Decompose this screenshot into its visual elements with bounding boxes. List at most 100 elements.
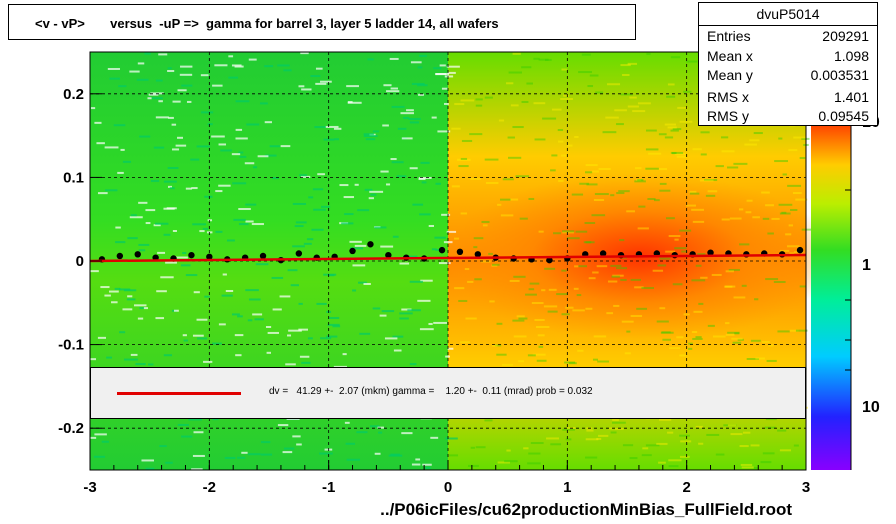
heatmap-cell bbox=[578, 265, 587, 268]
heatmap-cell bbox=[695, 425, 703, 428]
heatmap-cell bbox=[795, 329, 808, 332]
heatmap-cell bbox=[616, 267, 628, 270]
profile-point bbox=[707, 249, 714, 256]
heatmap-cell bbox=[215, 230, 223, 233]
heatmap-cell bbox=[562, 428, 575, 431]
heatmap-cell bbox=[565, 306, 574, 309]
heatmap-cell bbox=[782, 173, 787, 176]
heatmap-cell bbox=[158, 100, 163, 103]
heatmap-cell bbox=[789, 252, 795, 255]
heatmap-cell bbox=[561, 154, 567, 157]
heatmap-cell bbox=[561, 68, 568, 71]
heatmap-cell bbox=[359, 332, 371, 335]
heatmap-cell bbox=[704, 179, 718, 182]
heatmap-cell bbox=[245, 220, 254, 223]
heatmap-cell bbox=[537, 334, 545, 337]
heatmap-cell bbox=[534, 318, 545, 321]
heatmap-cell bbox=[755, 357, 765, 360]
y-tick-label: 0.2 bbox=[63, 86, 84, 103]
heatmap-cell bbox=[777, 429, 787, 432]
heatmap-cell bbox=[734, 332, 740, 335]
heatmap-cell bbox=[629, 457, 638, 460]
heatmap-cell bbox=[94, 121, 102, 124]
heatmap-cell bbox=[744, 143, 757, 146]
heatmap-cell bbox=[588, 277, 596, 280]
profile-point bbox=[188, 251, 195, 259]
heatmap-cell bbox=[443, 241, 453, 244]
heatmap-cell bbox=[591, 214, 606, 217]
heatmap-cell bbox=[204, 295, 210, 298]
heatmap-cell bbox=[602, 131, 617, 134]
heatmap-cell bbox=[153, 224, 161, 227]
heatmap-cell bbox=[679, 434, 690, 437]
heatmap-cell bbox=[787, 184, 802, 187]
heatmap-cell bbox=[627, 62, 638, 65]
heatmap-cell bbox=[155, 317, 165, 320]
heatmap-cell bbox=[688, 347, 693, 350]
heatmap-cell bbox=[538, 58, 549, 61]
heatmap-cell bbox=[521, 100, 529, 103]
heatmap-cell bbox=[264, 121, 272, 124]
stats-histogram-name: dvuP5014 bbox=[756, 6, 820, 22]
heatmap-cell bbox=[334, 138, 339, 141]
heatmap-cell bbox=[303, 242, 312, 245]
heatmap-cell bbox=[799, 285, 806, 288]
heatmap-cell bbox=[765, 418, 777, 421]
heatmap-cell bbox=[237, 456, 246, 459]
heatmap-cell bbox=[698, 442, 704, 445]
heatmap-cell bbox=[90, 358, 97, 361]
heatmap-cell bbox=[741, 284, 747, 287]
heatmap-cell bbox=[596, 265, 608, 268]
heatmap-cell bbox=[653, 199, 660, 202]
heatmap-cell bbox=[369, 425, 380, 428]
heatmap-cell bbox=[665, 217, 675, 220]
heatmap-cell bbox=[597, 360, 610, 363]
heatmap-cell bbox=[779, 449, 792, 452]
heatmap-cell bbox=[313, 208, 326, 211]
heatmap-cell bbox=[525, 293, 537, 296]
heatmap-cell bbox=[737, 338, 744, 341]
heatmap-cell bbox=[725, 333, 735, 336]
heatmap-cell bbox=[585, 241, 595, 244]
heatmap-cell bbox=[418, 93, 424, 96]
heatmap-cell bbox=[695, 336, 702, 339]
heatmap-cell bbox=[720, 136, 729, 139]
heatmap-cell bbox=[197, 337, 208, 340]
heatmap-cell bbox=[534, 138, 546, 141]
x-tick-label: -3 bbox=[83, 479, 96, 496]
heatmap-cell bbox=[107, 67, 120, 70]
heatmap-cell bbox=[356, 431, 368, 434]
heatmap-cell bbox=[271, 177, 279, 180]
heatmap-cell bbox=[354, 244, 367, 247]
heatmap-cell bbox=[778, 203, 793, 206]
heatmap-cell bbox=[446, 65, 460, 68]
x-tick-label: -2 bbox=[203, 479, 216, 496]
heatmap-cell bbox=[556, 293, 568, 296]
heatmap-cell bbox=[574, 265, 579, 268]
heatmap-cell bbox=[622, 444, 634, 447]
heatmap-cell bbox=[139, 135, 151, 138]
heatmap-cell bbox=[454, 103, 465, 106]
heatmap-cell bbox=[266, 351, 272, 354]
heatmap-cell bbox=[560, 97, 573, 100]
heatmap-cell bbox=[417, 66, 423, 69]
heatmap-cell bbox=[306, 238, 314, 241]
heatmap-cell bbox=[460, 99, 475, 102]
heatmap-cell bbox=[167, 166, 179, 169]
heatmap-cell bbox=[636, 307, 648, 310]
heatmap-cell bbox=[571, 193, 584, 196]
heatmap-cell bbox=[584, 222, 596, 225]
heatmap-cell bbox=[380, 245, 394, 248]
heatmap-cell bbox=[381, 310, 395, 313]
heatmap-cell bbox=[470, 177, 481, 180]
heatmap-cell bbox=[315, 67, 323, 70]
heatmap-cell bbox=[700, 153, 707, 156]
heatmap-cell bbox=[750, 444, 760, 447]
heatmap-cell bbox=[332, 325, 341, 328]
heatmap-cell bbox=[390, 87, 398, 90]
heatmap-cell bbox=[292, 435, 301, 438]
heatmap-cell bbox=[245, 203, 257, 206]
heatmap-cell bbox=[801, 137, 810, 140]
heatmap-cell bbox=[390, 453, 401, 456]
heatmap-cell bbox=[563, 94, 569, 97]
